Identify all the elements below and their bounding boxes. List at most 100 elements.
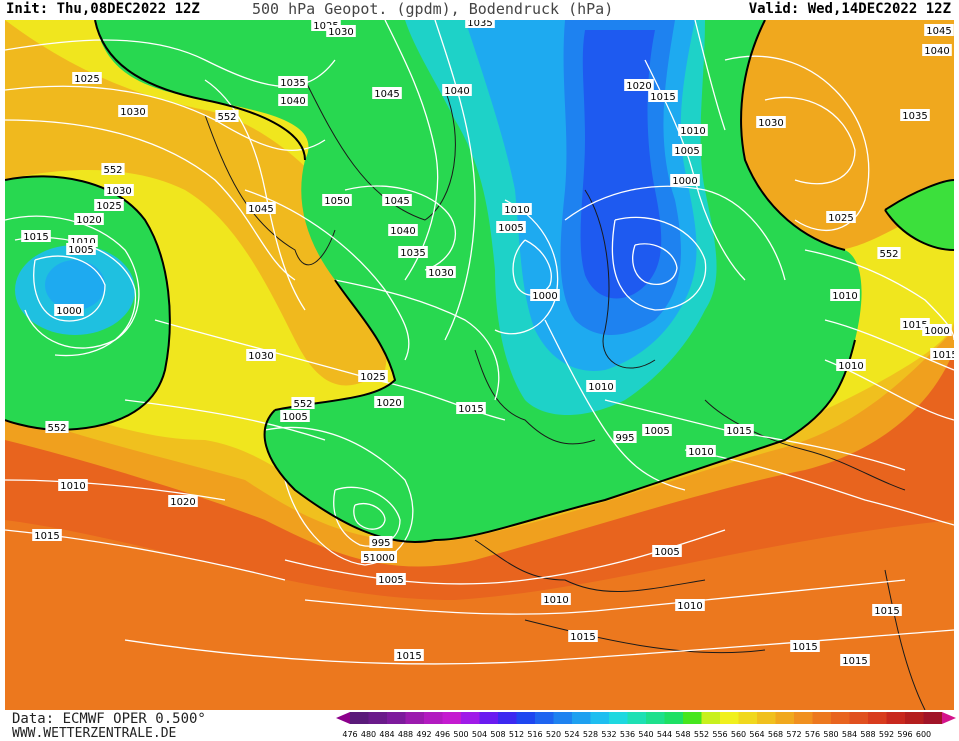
legend-swatch — [442, 712, 461, 724]
legend-tick-label: 552 — [694, 730, 709, 739]
isobar-label-bg — [442, 84, 472, 96]
legend-tick-label: 532 — [601, 730, 616, 739]
isobar-label-bg — [686, 445, 716, 457]
isobar-label-bg — [58, 479, 88, 491]
isobar-label-text: 1015 — [842, 656, 867, 667]
legend-swatch — [627, 712, 646, 724]
isobar-label-l11: 552 — [101, 163, 125, 176]
isobar-label-l60: 51000 — [361, 551, 397, 564]
legend-tick-label: 596 — [897, 730, 912, 739]
isobar-label-l37: 1025 — [826, 211, 856, 224]
isobar-label-l67: 1015 — [790, 640, 820, 653]
isobar-label-bg — [541, 593, 571, 605]
isobar-label-text: 1010 — [680, 126, 705, 137]
isobar-label-bg — [398, 246, 428, 258]
legend-tick-label: 588 — [860, 730, 875, 739]
isobar-label-l24: 1030 — [426, 266, 456, 279]
isobar-label-l41: 1015 — [930, 348, 954, 361]
isobar-label-bg — [168, 495, 198, 507]
isobar-label-text: 1030 — [328, 27, 353, 38]
isobar-label-text: 1010 — [70, 237, 95, 248]
isobar-label-bg — [358, 370, 388, 382]
isobar-label-text: 1000 — [924, 326, 949, 337]
isobar-label-l31: 1005 — [496, 221, 526, 234]
isobar-label-l64: 1010 — [675, 599, 705, 612]
isobar-label-l56: 1010 — [58, 479, 88, 492]
isobar-label-bg — [54, 304, 84, 316]
isobar-label-l26: 1015 — [648, 90, 678, 103]
isobar-label-text: 51000 — [363, 553, 395, 564]
legend-tick-label: 568 — [768, 730, 783, 739]
isobar-label-l32: 1000 — [530, 289, 560, 302]
isobar-label-bg — [21, 230, 51, 242]
isobar-label-l14: 1020 — [74, 213, 104, 226]
legend-tick-label: 544 — [657, 730, 672, 739]
isobar-label-text: 1005 — [644, 426, 669, 437]
isobar-label-bg — [930, 348, 954, 360]
legend-swatch — [646, 712, 665, 724]
isobar-label-l45: 1015 — [456, 402, 486, 415]
isobar-label-bg — [66, 243, 96, 255]
isobar-label-bg — [369, 536, 393, 548]
legend-tick-label: 592 — [879, 730, 894, 739]
valid-time-label: Valid: Wed,14DEC2022 12Z — [748, 1, 951, 17]
isobar-label-l53: 1015 — [724, 424, 754, 437]
isobar-label-text: 1000 — [56, 306, 81, 317]
isobar-label-l33: 1045 — [924, 24, 954, 37]
isobar-label-bg — [280, 410, 310, 422]
isobar-label-text: 1010 — [677, 601, 702, 612]
isobar-label-text: 1030 — [758, 118, 783, 129]
legend-tick-label: 480 — [361, 730, 376, 739]
isobar-label-l8: 552 — [215, 110, 239, 123]
isobar-label-text: 1030 — [428, 268, 453, 279]
legend-swatch — [535, 712, 554, 724]
isobar-label-l59: 995 — [369, 536, 393, 549]
isobar-label-l3: 1035 — [465, 20, 495, 29]
legend-tick-label: 580 — [823, 730, 838, 739]
legend-tick-label: 584 — [842, 730, 857, 739]
legend-swatch — [683, 712, 702, 724]
legend-tick-label: 520 — [546, 730, 561, 739]
isobar-label-bg — [246, 202, 276, 214]
legend-tick-label: 500 — [453, 730, 468, 739]
isobar-label-bg — [246, 349, 276, 361]
isobar-label-text: 995 — [371, 538, 390, 549]
isobar-label-l21: 1045 — [382, 194, 412, 207]
isobar-label-text: 1010 — [504, 205, 529, 216]
isobar-label-bg — [465, 20, 495, 28]
isobar-label-bg — [376, 573, 406, 585]
isobar-label-l46: 1010 — [586, 380, 616, 393]
legend-swatch — [609, 712, 628, 724]
isobar-label-bg — [374, 396, 404, 408]
isobar-label-bg — [652, 545, 682, 557]
legend-swatch — [405, 712, 424, 724]
legend-swatch — [572, 712, 591, 724]
legend-tick-label: 484 — [379, 730, 394, 739]
legend-tick-label: 496 — [435, 730, 450, 739]
isobar-label-bg — [670, 174, 700, 186]
header-bar: Init: Thu,08DEC2022 12Z 500 hPa Geopot. … — [0, 0, 959, 20]
legend-swatch — [812, 712, 831, 724]
legend-swatch — [794, 712, 813, 724]
isobar-label-l25: 1020 — [624, 79, 654, 92]
isobar-label-l62: 1005 — [652, 545, 682, 558]
legend-tick-label: 516 — [527, 730, 542, 739]
isobar-label-bg — [530, 289, 560, 301]
isobar-label-text: 1010 — [688, 447, 713, 458]
isobar-label-l15: 1015 — [21, 230, 51, 243]
isobar-label-text: 552 — [879, 249, 898, 260]
isobar-label-text: 1015 — [396, 651, 421, 662]
isobar-label-bg — [94, 199, 124, 211]
isobar-label-bg — [672, 144, 702, 156]
isobar-label-bg — [826, 211, 856, 223]
isobar-label-text: 1020 — [76, 215, 101, 226]
isobar-label-bg — [648, 90, 678, 102]
isobar-label-text: 995 — [615, 433, 634, 444]
color-legend: 476 480 484 488 492 496 500 504 508 512 516 520 524 5… — [336, 712, 956, 739]
legend-tick-label: 576 — [805, 730, 820, 739]
region-east-green — [885, 180, 954, 250]
isobar-label-l20: 1050 — [322, 194, 352, 207]
region-eastern-high — [733, 20, 954, 250]
isobar-label-l66: 1015 — [394, 649, 424, 662]
